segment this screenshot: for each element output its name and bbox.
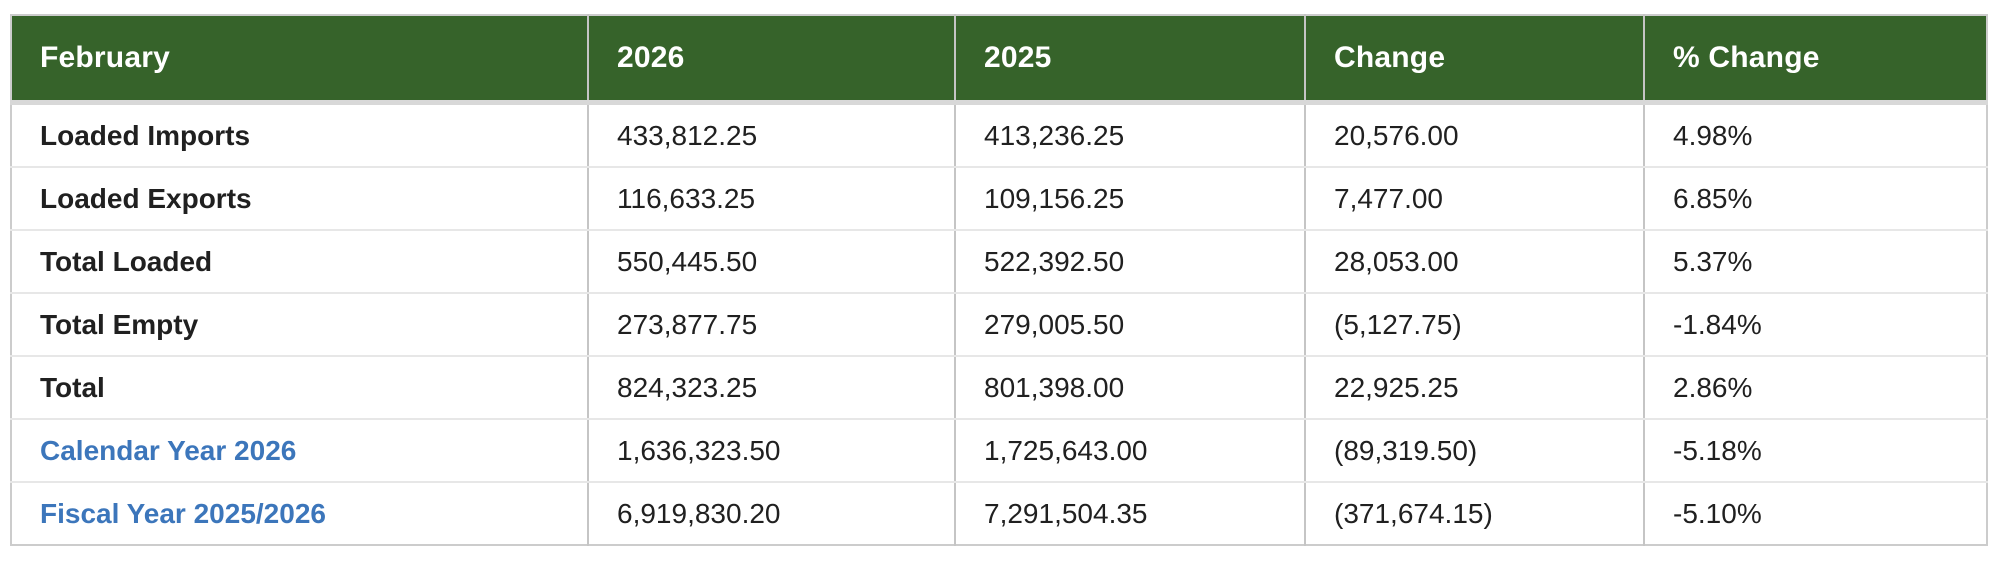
monthly-teu-table: February 2026 2025 Change % Change Loade… bbox=[10, 14, 1988, 546]
cell-pct-change: 2.86% bbox=[1644, 356, 1987, 420]
table-row: Fiscal Year 2025/2026 6,919,830.20 7,291… bbox=[11, 482, 1987, 545]
table-row: Loaded Exports 116,633.25 109,156.25 7,4… bbox=[11, 167, 1987, 231]
cell-2025: 7,291,504.35 bbox=[955, 482, 1306, 545]
cell-pct-change: -5.10% bbox=[1644, 482, 1987, 545]
table-row: Total 824,323.25 801,398.00 22,925.25 2.… bbox=[11, 356, 1987, 420]
row-label-loaded-imports: Loaded Imports bbox=[11, 102, 589, 168]
cell-2025: 522,392.50 bbox=[955, 230, 1306, 294]
cell-change: 22,925.25 bbox=[1305, 356, 1645, 420]
cell-2026: 273,877.75 bbox=[588, 293, 956, 357]
cell-2025: 413,236.25 bbox=[955, 102, 1306, 168]
table-row: Calendar Year 2026 1,636,323.50 1,725,64… bbox=[11, 419, 1987, 483]
cell-change: 7,477.00 bbox=[1305, 167, 1645, 231]
row-label-total-loaded: Total Loaded bbox=[11, 230, 589, 294]
cell-2025: 109,156.25 bbox=[955, 167, 1306, 231]
column-header-month: February bbox=[11, 15, 589, 105]
cell-2026: 6,919,830.20 bbox=[588, 482, 956, 545]
column-header-2026: 2026 bbox=[588, 15, 956, 105]
cell-change: (5,127.75) bbox=[1305, 293, 1645, 357]
cell-change: (371,674.15) bbox=[1305, 482, 1645, 545]
cell-2026: 433,812.25 bbox=[588, 102, 956, 168]
column-header-2025: 2025 bbox=[955, 15, 1306, 105]
cell-2026: 824,323.25 bbox=[588, 356, 956, 420]
calendar-year-2026-link[interactable]: Calendar Year 2026 bbox=[40, 434, 297, 466]
cell-change: (89,319.50) bbox=[1305, 419, 1645, 483]
cell-pct-change: 4.98% bbox=[1644, 102, 1987, 168]
table-header-row: February 2026 2025 Change % Change bbox=[11, 15, 1987, 105]
row-label-total: Total bbox=[11, 356, 589, 420]
cell-pct-change: -5.18% bbox=[1644, 419, 1987, 483]
cell-2025: 279,005.50 bbox=[955, 293, 1306, 357]
table-row: Total Loaded 550,445.50 522,392.50 28,05… bbox=[11, 230, 1987, 294]
table-row: Loaded Imports 433,812.25 413,236.25 20,… bbox=[11, 102, 1987, 168]
cell-pct-change: 6.85% bbox=[1644, 167, 1987, 231]
row-label-total-empty: Total Empty bbox=[11, 293, 589, 357]
cell-2026: 116,633.25 bbox=[588, 167, 956, 231]
cell-pct-change: -1.84% bbox=[1644, 293, 1987, 357]
fiscal-year-2025-2026-link[interactable]: Fiscal Year 2025/2026 bbox=[40, 497, 326, 529]
row-label-loaded-exports: Loaded Exports bbox=[11, 167, 589, 231]
column-header-pct-change: % Change bbox=[1644, 15, 1987, 105]
cell-2025: 801,398.00 bbox=[955, 356, 1306, 420]
cell-2025: 1,725,643.00 bbox=[955, 419, 1306, 483]
cell-2026: 1,636,323.50 bbox=[588, 419, 956, 483]
cell-change: 28,053.00 bbox=[1305, 230, 1645, 294]
cell-change: 20,576.00 bbox=[1305, 102, 1645, 168]
cell-pct-change: 5.37% bbox=[1644, 230, 1987, 294]
table-row: Total Empty 273,877.75 279,005.50 (5,127… bbox=[11, 293, 1987, 357]
column-header-change: Change bbox=[1305, 15, 1645, 105]
cell-2026: 550,445.50 bbox=[588, 230, 956, 294]
